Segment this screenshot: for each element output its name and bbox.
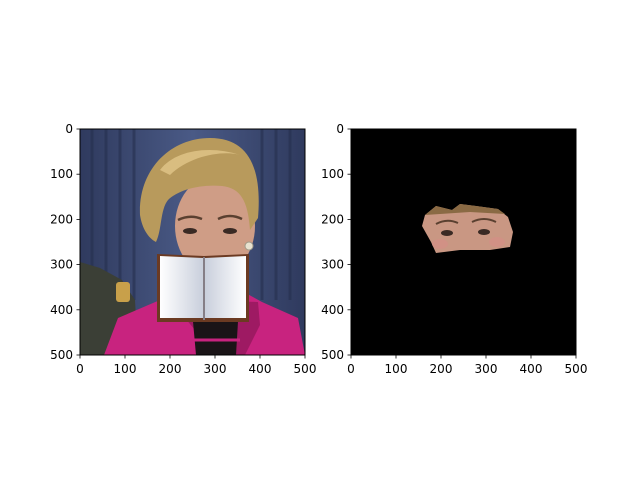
mask-y-tick-label: 300 bbox=[321, 258, 344, 272]
mask-y-tick-label: 400 bbox=[321, 303, 344, 317]
photo-x-tick-label: 200 bbox=[159, 362, 182, 376]
mask-y-tick-label: 200 bbox=[321, 212, 344, 226]
photo-image bbox=[80, 129, 305, 355]
photo-x-tick-label: 500 bbox=[294, 362, 317, 376]
mask-x-tick-label: 100 bbox=[385, 362, 408, 376]
photo-x-tick-label: 300 bbox=[204, 362, 227, 376]
mask-x-tick-label: 400 bbox=[520, 362, 543, 376]
photo-axes-frame bbox=[79, 128, 306, 356]
mask-image bbox=[351, 129, 576, 355]
photo-y-tick-label: 0 bbox=[65, 122, 73, 136]
curtain-folds bbox=[90, 129, 292, 300]
face bbox=[175, 176, 255, 276]
mask-x-tick-label: 200 bbox=[430, 362, 453, 376]
eye-region bbox=[422, 204, 513, 253]
mask-y-tick-label: 0 bbox=[336, 122, 344, 136]
photo-x-tick-label: 400 bbox=[249, 362, 272, 376]
mask-axes-frame bbox=[350, 128, 577, 356]
mask-x-tick-label: 300 bbox=[475, 362, 498, 376]
photo-x-tick-label: 0 bbox=[76, 362, 84, 376]
hair-highlight bbox=[160, 150, 240, 175]
shoulder-patch bbox=[116, 282, 130, 302]
photo-y-tick-label: 500 bbox=[50, 348, 73, 362]
mask-x-tick-label: 0 bbox=[347, 362, 355, 376]
photo-x-tick-label: 100 bbox=[114, 362, 137, 376]
mask-y-tick-label: 100 bbox=[321, 167, 344, 181]
mask-x-tick-label: 500 bbox=[565, 362, 588, 376]
book bbox=[157, 254, 249, 322]
photo-y-tick-label: 100 bbox=[50, 167, 73, 181]
photo-y-tick-label: 300 bbox=[50, 258, 73, 272]
photo-y-tick-label: 200 bbox=[50, 212, 73, 226]
mask-y-tick-label: 500 bbox=[321, 348, 344, 362]
photo-y-tick-label: 400 bbox=[50, 303, 73, 317]
